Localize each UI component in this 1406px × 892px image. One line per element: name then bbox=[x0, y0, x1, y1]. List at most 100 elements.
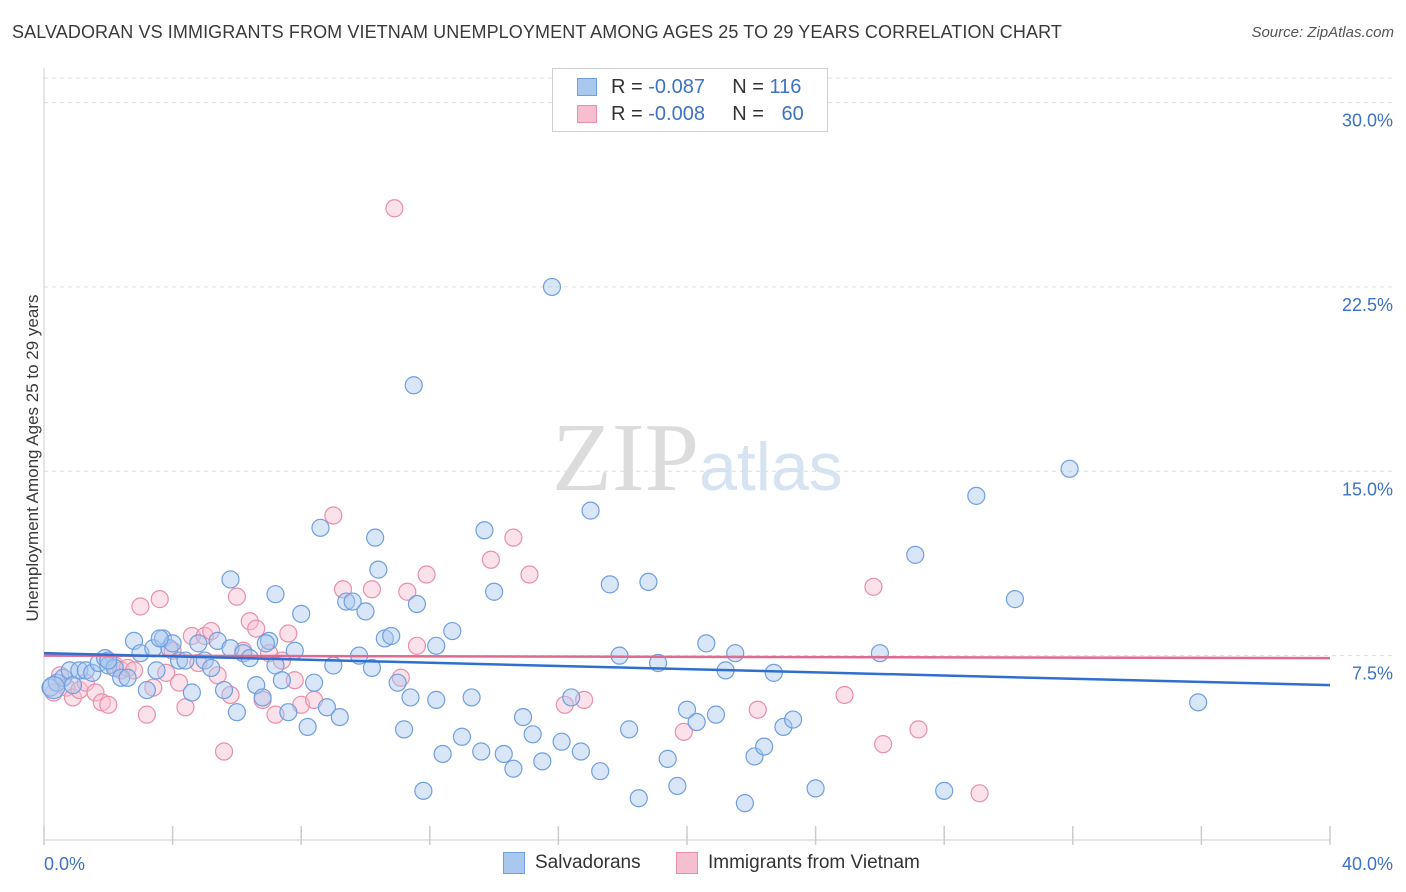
source-label: Source: ZipAtlas.com bbox=[1251, 24, 1394, 41]
data-point-vietnam bbox=[417, 565, 436, 584]
data-point-salvadoran bbox=[620, 720, 639, 739]
watermark: ZIPatlas bbox=[552, 400, 843, 514]
data-point-salvadoran bbox=[105, 658, 124, 678]
data-point-vietnam bbox=[748, 700, 767, 719]
data-point-vietnam bbox=[970, 784, 989, 803]
data-point-salvadoran bbox=[60, 661, 79, 680]
data-point-salvadoran bbox=[298, 717, 317, 737]
data-point-salvadoran bbox=[745, 747, 764, 766]
data-point-vietnam bbox=[864, 577, 883, 596]
data-point-salvadoran bbox=[343, 592, 362, 611]
data-point-vietnam bbox=[150, 590, 169, 609]
bottom-legend-vietnam: Immigrants from Vietnam bbox=[676, 852, 920, 874]
data-point-salvadoran bbox=[317, 698, 337, 717]
data-point-salvadoran bbox=[401, 688, 420, 707]
data-point-vietnam bbox=[247, 619, 266, 638]
legend-r-value: -0.087 bbox=[648, 75, 705, 98]
data-point-salvadoran bbox=[330, 707, 349, 727]
data-point-salvadoran bbox=[726, 644, 745, 663]
data-point-salvadoran bbox=[362, 658, 382, 678]
data-point-salvadoran bbox=[147, 661, 166, 680]
data-point-salvadoran bbox=[629, 789, 648, 808]
data-point-salvadoran bbox=[366, 528, 385, 547]
data-point-vietnam bbox=[398, 582, 417, 601]
y-tick-label: 15.0% bbox=[1342, 479, 1393, 499]
data-point-vietnam bbox=[279, 624, 298, 643]
data-point-salvadoran bbox=[311, 518, 330, 537]
data-point-salvadoran bbox=[221, 570, 240, 589]
data-point-salvadoran bbox=[504, 759, 523, 778]
legend-row-vietnam: R = -0.008 N = 60 bbox=[577, 102, 804, 126]
data-point-salvadoran bbox=[137, 680, 156, 700]
data-point-salvadoran bbox=[182, 683, 201, 702]
data-point-salvadoran bbox=[552, 732, 571, 751]
data-point-salvadoran bbox=[600, 575, 619, 594]
data-point-salvadoran bbox=[562, 688, 581, 707]
data-point-salvadoran bbox=[687, 712, 706, 732]
data-point-salvadoran bbox=[433, 744, 452, 764]
legend: R = -0.087 N = 116 R = -0.008 N = 60 bbox=[552, 68, 828, 132]
data-point-vietnam bbox=[214, 742, 234, 761]
y-axis-label: Unemployment Among Ages 25 to 29 years bbox=[23, 295, 42, 622]
data-point-salvadoran bbox=[764, 663, 783, 682]
data-point-salvadoran bbox=[407, 594, 427, 614]
legend-n-value: 116 bbox=[769, 75, 802, 98]
legend-swatch-pink bbox=[577, 105, 597, 123]
data-point-salvadoran bbox=[462, 688, 481, 707]
data-point-vietnam bbox=[227, 587, 246, 606]
data-point-vietnam bbox=[555, 695, 574, 714]
data-point-salvadoran bbox=[427, 636, 446, 655]
data-point-salvadoran bbox=[735, 794, 754, 813]
y-tick-label: 7.5% bbox=[1352, 664, 1393, 684]
data-point-salvadoran bbox=[533, 752, 552, 771]
data-point-vietnam bbox=[99, 695, 118, 714]
data-point-salvadoran bbox=[677, 700, 697, 719]
data-point-salvadoran bbox=[935, 781, 954, 800]
data-point-salvadoran bbox=[202, 658, 221, 678]
bottom-legend-swatch-pink bbox=[676, 852, 698, 874]
legend-row-salvadorans: R = -0.087 N = 116 bbox=[577, 75, 801, 99]
data-point-salvadoran bbox=[542, 277, 562, 297]
data-point-salvadoran bbox=[658, 749, 677, 768]
data-point-salvadoran bbox=[774, 717, 793, 737]
y-tick-label: 30.0% bbox=[1342, 111, 1393, 131]
x-tick-label: 40.0% bbox=[1342, 854, 1393, 874]
data-point-salvadoran bbox=[404, 376, 423, 395]
data-point-salvadoran bbox=[783, 710, 803, 729]
data-point-salvadoran bbox=[356, 602, 375, 621]
bottom-legend-label: Salvadorans bbox=[535, 852, 641, 873]
data-point-vietnam bbox=[362, 580, 382, 599]
data-point-salvadoran bbox=[443, 621, 462, 641]
data-point-salvadoran bbox=[494, 744, 513, 764]
data-point-salvadoran bbox=[697, 634, 716, 653]
data-point-vietnam bbox=[169, 673, 189, 692]
y-tick-label: 22.5% bbox=[1342, 295, 1393, 315]
data-point-salvadoran bbox=[523, 725, 542, 744]
legend-n-label: N = bbox=[732, 102, 764, 125]
data-point-salvadoran bbox=[369, 560, 388, 579]
data-point-salvadoran bbox=[906, 545, 925, 564]
data-point-salvadoran bbox=[304, 673, 324, 692]
data-point-vietnam bbox=[86, 683, 105, 702]
data-point-vietnam bbox=[385, 199, 404, 218]
data-point-vietnam bbox=[909, 720, 928, 739]
data-point-vietnam bbox=[391, 668, 410, 687]
data-point-salvadoran bbox=[382, 626, 401, 646]
chart-title: SALVADORAN VS IMMIGRANTS FROM VIETNAM UN… bbox=[12, 22, 1062, 42]
data-point-salvadoran bbox=[967, 486, 986, 505]
data-point-salvadoran bbox=[452, 727, 472, 746]
data-point-salvadoran bbox=[571, 742, 591, 761]
trend-line-salvadoran bbox=[43, 651, 1331, 687]
data-point-salvadoran bbox=[591, 762, 610, 781]
data-point-vietnam bbox=[137, 705, 156, 724]
data-point-salvadoran bbox=[1189, 693, 1208, 712]
data-point-vietnam bbox=[835, 685, 854, 705]
data-point-salvadoran bbox=[256, 634, 275, 653]
data-point-salvadoran bbox=[755, 737, 774, 756]
data-point-salvadoran bbox=[118, 668, 137, 687]
x-tick-label: 0.0% bbox=[44, 854, 85, 874]
bottom-legend-salvadorans: Salvadorans bbox=[503, 852, 641, 874]
data-point-salvadoran bbox=[189, 634, 208, 653]
bottom-legend-swatch-blue bbox=[503, 852, 525, 874]
